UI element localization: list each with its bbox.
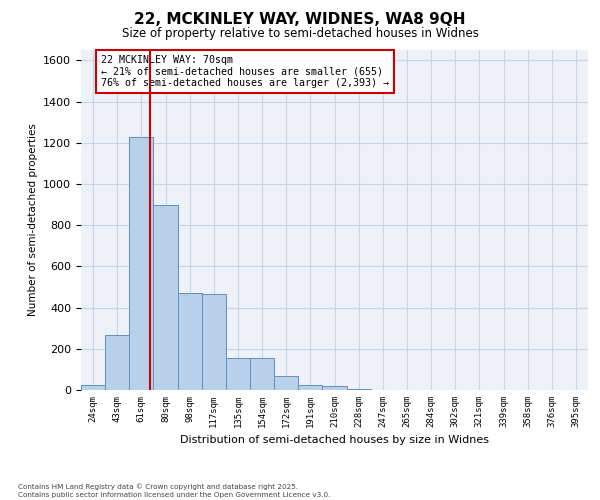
Bar <box>81 385 105 390</box>
Bar <box>322 386 347 390</box>
X-axis label: Distribution of semi-detached houses by size in Widnes: Distribution of semi-detached houses by … <box>180 436 489 446</box>
Text: 22, MCKINLEY WAY, WIDNES, WA8 9QH: 22, MCKINLEY WAY, WIDNES, WA8 9QH <box>134 12 466 28</box>
Text: Size of property relative to semi-detached houses in Widnes: Size of property relative to semi-detach… <box>122 28 478 40</box>
Bar <box>298 386 322 390</box>
Bar <box>154 204 178 390</box>
Bar <box>274 376 298 390</box>
Bar <box>178 293 202 390</box>
Y-axis label: Number of semi-detached properties: Number of semi-detached properties <box>28 124 38 316</box>
Bar <box>347 389 371 390</box>
Bar <box>129 136 154 390</box>
Bar <box>105 336 129 390</box>
Bar <box>226 358 250 390</box>
Bar <box>202 294 226 390</box>
Text: 22 MCKINLEY WAY: 70sqm
← 21% of semi-detached houses are smaller (655)
76% of se: 22 MCKINLEY WAY: 70sqm ← 21% of semi-det… <box>101 55 389 88</box>
Bar <box>250 358 274 390</box>
Text: Contains HM Land Registry data © Crown copyright and database right 2025.
Contai: Contains HM Land Registry data © Crown c… <box>18 484 331 498</box>
